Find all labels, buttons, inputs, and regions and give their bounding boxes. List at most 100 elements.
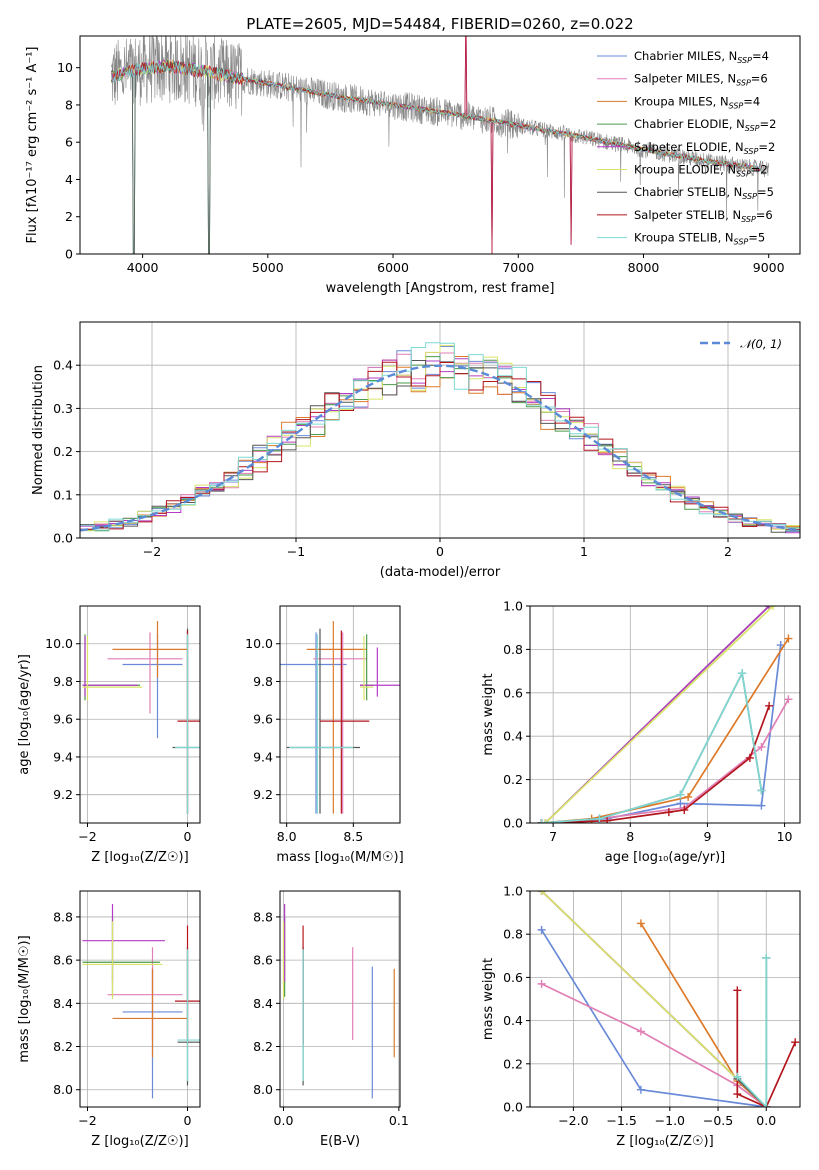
series-marker xyxy=(541,819,550,823)
y-tick-label: 8.0 xyxy=(53,1082,73,1097)
y-tick-label: 8.8 xyxy=(53,909,73,924)
x-tick-label: 1 xyxy=(580,544,588,559)
series-marker xyxy=(680,805,689,814)
x-tick-label: 8.5 xyxy=(343,829,363,844)
plot-area-weight_vs_z xyxy=(537,891,800,1107)
y-tick-label: 0 xyxy=(65,247,73,262)
series-marker xyxy=(636,1027,645,1036)
y-tick-label: 8.0 xyxy=(253,1082,273,1097)
x-tick-label: 0.0 xyxy=(756,1113,776,1128)
x-tick-label: 0.1 xyxy=(389,1113,409,1128)
x-tick-label: 0.0 xyxy=(274,1113,294,1128)
series-marker xyxy=(784,634,793,643)
series-line-7 xyxy=(541,705,770,823)
series-marker xyxy=(603,816,612,823)
y-tick-label: 0.6 xyxy=(503,970,523,985)
series-marker xyxy=(595,814,604,823)
normal-curve xyxy=(80,364,800,532)
y-tick-label: 0.4 xyxy=(503,729,523,744)
series-line-8 xyxy=(541,670,763,823)
series-marker xyxy=(791,1038,800,1047)
series-marker xyxy=(733,1090,742,1099)
y-tick-label: 8.6 xyxy=(253,953,273,968)
series-marker xyxy=(738,669,747,678)
x-tick-label: −2 xyxy=(143,544,161,559)
y-tick-label: 8.4 xyxy=(253,996,273,1011)
axes-frame xyxy=(279,605,401,824)
x-tick-label: 7000 xyxy=(502,260,534,275)
series-marker xyxy=(537,819,546,823)
y-tick-label: 0.6 xyxy=(503,685,523,700)
x-tick-label: 2 xyxy=(724,544,732,559)
axes-frame xyxy=(279,890,401,1108)
legend-label: Salpeter STELIB, NSSP=6 xyxy=(634,208,773,224)
x-axis-label: Z [log₁₀(Z/Z☉)] xyxy=(616,1134,713,1149)
y-tick-label: 10.0 xyxy=(45,636,73,651)
x-tick-label: 6000 xyxy=(377,260,409,275)
series-marker xyxy=(636,919,645,928)
x-tick-label: 9 xyxy=(703,829,711,844)
legend-label: Kroupa STELIB, NSSP=5 xyxy=(634,231,765,247)
panel-mass_vs_ebv: 0.0 0.1 8.0 8.2 8.4 8.6 8.8 E(B-V) xyxy=(253,890,409,1149)
series-marker xyxy=(784,695,793,704)
x-tick-label: 8.0 xyxy=(277,829,297,844)
legend-label: Chabrier ELODIE, NSSP=2 xyxy=(634,117,776,133)
panel-weight_vs_age: 7 8 9 10 0.0 0.2 0.4 0.6 0.8 1.0 age [log₁₀(age/yr… xyxy=(481,599,801,865)
y-tick-label: 8.8 xyxy=(253,909,273,924)
y-tick-label: 9.8 xyxy=(253,674,273,689)
y-tick-label: 9.6 xyxy=(253,712,273,727)
panel-spectrum: 4000 5000 6000 7000 8000 9000 0 2 4 6 8 10 wavelengt… xyxy=(25,35,801,296)
y-tick-label: 8 xyxy=(65,97,73,112)
legend: Chabrier MILES, NSSP=4 Salpeter MILES, NS… xyxy=(597,49,776,247)
x-tick-label: 0 xyxy=(184,829,192,844)
series-line-0 xyxy=(541,644,782,823)
y-tick-label: 0.2 xyxy=(53,444,73,459)
spectrum-data xyxy=(111,36,769,218)
series-marker xyxy=(676,790,685,799)
x-axis-label: age [log₁₀(age/yr)] xyxy=(605,850,726,865)
x-tick-label: 8 xyxy=(626,829,634,844)
x-tick-label: −0.5 xyxy=(703,1113,733,1128)
y-tick-label: 0.0 xyxy=(53,531,73,546)
x-tick-label: 9000 xyxy=(753,260,785,275)
histogram-5 xyxy=(80,345,800,532)
y-tick-label: 8.2 xyxy=(53,1039,73,1054)
x-tick-label: −2 xyxy=(78,829,96,844)
x-tick-label: 5000 xyxy=(252,260,284,275)
y-tick-label: 0.0 xyxy=(503,1100,523,1115)
plot-area-weight_vs_age xyxy=(537,606,793,823)
series-line-6 xyxy=(541,670,763,823)
y-tick-label: 0.8 xyxy=(503,642,523,657)
figure-title: PLATE=2605, MJD=54484, FIBERID=0260, z=0… xyxy=(246,15,633,33)
legend-label: Kroupa ELODIE, NSSP=2 xyxy=(634,163,768,179)
y-tick-label: 0.2 xyxy=(503,1056,523,1071)
series-marker xyxy=(733,986,742,995)
legend-label: Kroupa MILES, NSSP=4 xyxy=(634,94,760,110)
legend-label: Chabrier STELIB, NSSP=5 xyxy=(634,185,774,201)
axes-frame xyxy=(529,605,801,824)
y-tick-label: 0.0 xyxy=(503,816,523,831)
axes-frame xyxy=(529,890,801,1108)
y-tick-label: 9.2 xyxy=(253,787,273,802)
x-tick-label: 7 xyxy=(549,829,557,844)
y-axis-label: Normed distribution xyxy=(31,365,46,495)
panel-age_vs_z: −2 0 9.2 9.4 9.6 9.8 10.0 Z [log₁₀(Z/Z☉)] age [l… xyxy=(17,605,201,865)
x-axis-label: wavelength [Angstrom, rest frame] xyxy=(326,281,555,296)
y-tick-label: 1.0 xyxy=(503,884,523,899)
plot-area-residuals xyxy=(80,342,800,534)
series-marker xyxy=(636,1085,645,1094)
x-tick-label: 0 xyxy=(436,544,444,559)
x-axis-label: Z [log₁₀(Z/Z☉)] xyxy=(91,1134,188,1149)
y-tick-label: 8.2 xyxy=(253,1039,273,1054)
y-tick-label: 0.2 xyxy=(503,772,523,787)
x-axis-label: E(B-V) xyxy=(320,1134,360,1149)
y-axis-label: mass weight xyxy=(481,673,496,755)
y-axis-label: mass weight xyxy=(481,958,496,1040)
x-tick-label: −1 xyxy=(287,544,305,559)
plot-area-age_vs_z xyxy=(82,621,200,814)
series-marker xyxy=(762,953,771,962)
x-axis-label: (data-model)/error xyxy=(380,565,501,580)
panel-residuals: −2 −1 0 1 2 0.0 0.1 0.2 0.3 0.4 (data-model)/error… xyxy=(31,321,801,580)
axes-frame xyxy=(79,35,801,255)
series-marker xyxy=(765,701,774,710)
